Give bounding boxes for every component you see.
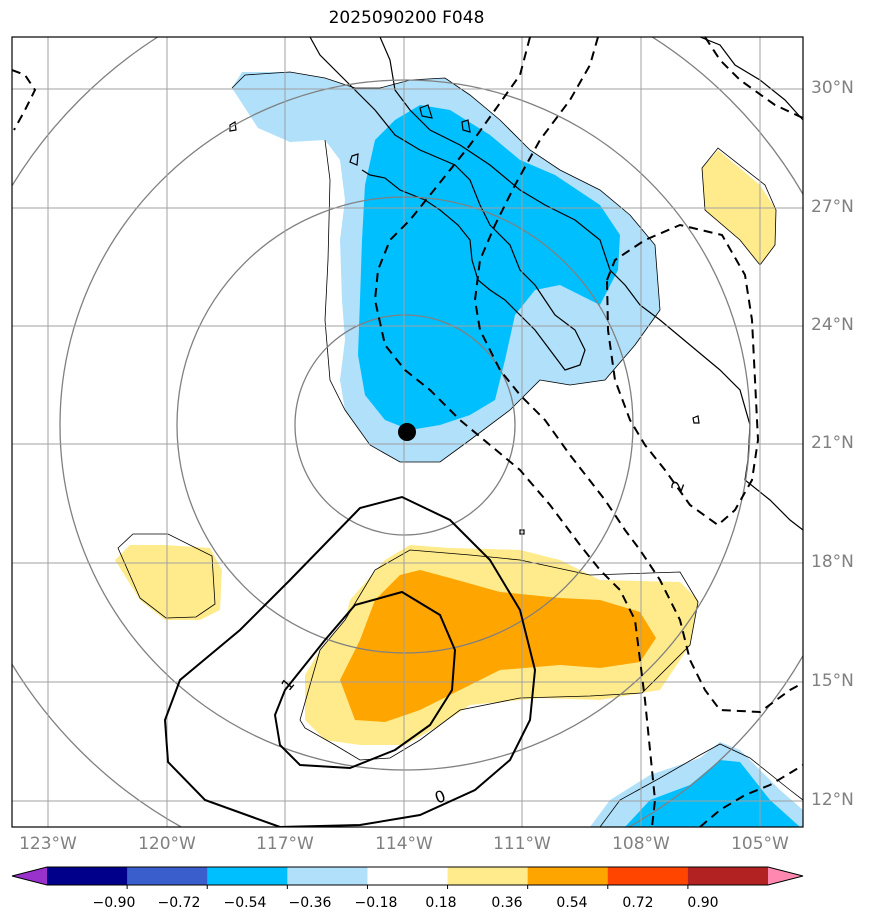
- colorbar-segment: [447, 867, 529, 885]
- lat-tick-15n: 15°N: [811, 671, 854, 691]
- storm-center-marker: [398, 423, 416, 441]
- dashed-contours: [12, 37, 803, 827]
- colorbar-label: 0.54: [556, 895, 588, 911]
- colorbar-label: −0.72: [157, 895, 201, 911]
- colorbar-label: 0.18: [425, 895, 457, 911]
- colorbar-outline: [11, 866, 804, 886]
- colorbar-label: −0.36: [288, 895, 332, 911]
- colorbar-segment: [47, 867, 128, 885]
- colorbar-label: 0.36: [491, 895, 523, 911]
- colorbar: [11, 866, 804, 889]
- colorbar-label: −0.90: [92, 895, 136, 911]
- shade-pos-strong-south: [340, 570, 656, 722]
- lon-tick-117w: 117°W: [256, 834, 314, 854]
- colorbar-extend-low: [12, 867, 47, 885]
- lat-tick-18n: 18°N: [811, 552, 854, 572]
- colorbar-segment: [367, 867, 449, 885]
- colorbar-segment: [607, 867, 689, 885]
- lat-tick-24n: 24°N: [811, 315, 854, 335]
- colorbar-segment: [127, 867, 208, 885]
- contour-label-2: 2: [667, 478, 688, 494]
- colorbar-label: −0.18: [354, 895, 398, 911]
- colorbar-segment: [527, 867, 609, 885]
- coastline: [229, 37, 803, 535]
- colorbar-segment: [207, 867, 288, 885]
- range-rings: [12, 37, 803, 827]
- colorbar-segment: [287, 867, 368, 885]
- colorbar-extend-high: [768, 867, 803, 885]
- lon-tick-111w: 111°W: [493, 834, 551, 854]
- lat-tick-27n: 27°N: [811, 197, 854, 217]
- lat-tick-21n: 21°N: [811, 433, 854, 453]
- lon-tick-123w: 123°W: [19, 834, 77, 854]
- colorbar-segment: [687, 867, 769, 885]
- lon-tick-105w: 105°W: [731, 834, 789, 854]
- colorbar-label: 0.72: [622, 895, 654, 911]
- contour-label-0: 0: [432, 786, 448, 807]
- shade-neg-strong-north: [358, 105, 620, 430]
- solid-contours: [163, 495, 537, 827]
- colorbar-label: 0.90: [687, 895, 719, 911]
- shade-pos-light-west: [115, 545, 222, 620]
- map-title: 2025090200 F048: [328, 8, 485, 28]
- map-frame: [11, 36, 804, 828]
- lat-tick-30n: 30°N: [811, 78, 854, 98]
- lat-tick-12n: 12°N: [811, 790, 854, 810]
- colorbar-label: −0.54: [223, 895, 267, 911]
- lon-tick-114w: 114°W: [375, 834, 433, 854]
- shade-neg-strong-southeast: [625, 760, 800, 827]
- lon-tick-120w: 120°W: [138, 834, 196, 854]
- lon-tick-108w: 108°W: [612, 834, 670, 854]
